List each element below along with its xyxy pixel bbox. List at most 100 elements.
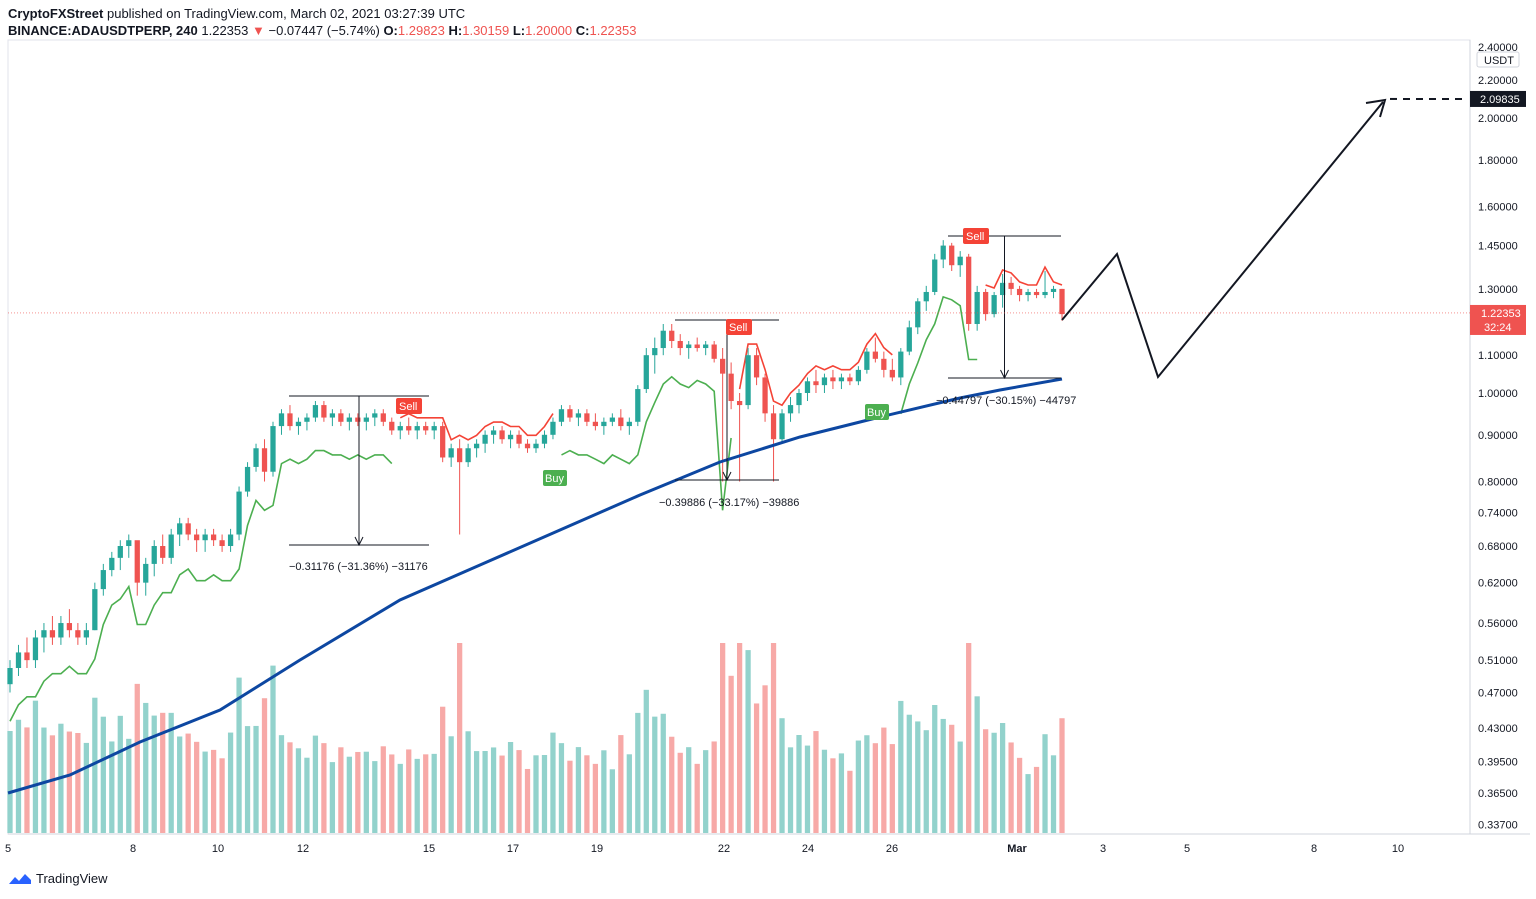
candle-body xyxy=(482,434,488,444)
publish-text: published on TradingView.com, March 02, … xyxy=(106,6,466,21)
candle-body xyxy=(618,417,624,427)
candle-body xyxy=(32,637,39,661)
candle xyxy=(423,421,429,435)
volume-bar xyxy=(762,685,768,833)
candle xyxy=(219,534,225,552)
candle-body xyxy=(524,443,531,449)
currency-label: USDT xyxy=(1484,55,1514,67)
candle xyxy=(380,409,386,427)
candle-body xyxy=(1059,288,1065,315)
candle xyxy=(185,517,191,541)
candle-body xyxy=(753,355,760,378)
candle-body xyxy=(7,668,13,685)
candle-body xyxy=(219,540,225,547)
candle-body xyxy=(440,426,446,458)
candle xyxy=(168,528,174,564)
volume-bar xyxy=(1033,766,1040,833)
candle-body xyxy=(669,330,675,342)
x-tick-label: 26 xyxy=(886,843,898,855)
volume-bar xyxy=(779,718,785,833)
volume-bar xyxy=(1008,742,1014,833)
candle xyxy=(346,413,352,431)
candle-body xyxy=(329,413,336,418)
candle xyxy=(898,348,904,386)
volume-bar xyxy=(355,751,361,833)
last-price-badge xyxy=(1470,304,1526,335)
candle-body xyxy=(423,426,429,431)
volume-bar xyxy=(550,732,556,833)
signal-badge xyxy=(963,228,989,244)
volume-bar xyxy=(321,743,327,833)
candle-body xyxy=(677,341,683,349)
candle-body xyxy=(974,291,980,324)
volume-bar xyxy=(109,741,115,833)
y-tick-label: 1.30000 xyxy=(1478,284,1518,296)
volume-bar xyxy=(932,705,938,833)
publisher-name: CryptoFXStreet xyxy=(8,6,104,21)
publish-line: CryptoFXStreet published on TradingView.… xyxy=(8,6,465,21)
currency-badge xyxy=(1476,51,1520,68)
candle-body xyxy=(143,563,149,583)
candle-body xyxy=(134,540,140,583)
volume-bar xyxy=(669,736,675,833)
candle-body xyxy=(592,421,599,427)
candle xyxy=(92,582,98,631)
candle xyxy=(126,534,132,558)
candle xyxy=(974,285,980,331)
candle-body xyxy=(92,589,98,631)
volume-bar xyxy=(864,735,870,833)
measure-label: −0.39886 (−33.17%) −39886 xyxy=(659,497,799,509)
volume-bar xyxy=(304,757,310,833)
candle xyxy=(49,616,56,645)
candle-body xyxy=(813,381,819,386)
candle-body xyxy=(363,417,369,422)
volume-bar xyxy=(270,665,276,833)
volume-bar xyxy=(533,755,539,833)
candle-body xyxy=(601,421,607,427)
y-tick-label: 1.80000 xyxy=(1478,155,1518,167)
last-price-label: 1.22353 xyxy=(1481,308,1521,320)
candle xyxy=(1025,288,1031,302)
down-arrow-icon: ▼ xyxy=(252,23,265,38)
candle xyxy=(813,369,819,393)
candle xyxy=(134,540,140,596)
volume-bar xyxy=(966,643,972,833)
volume-bar xyxy=(881,727,887,833)
volume-bar xyxy=(567,760,573,833)
high-label: H: xyxy=(448,23,463,38)
candle-body xyxy=(949,245,955,266)
y-tick-label: 0.51000 xyxy=(1478,655,1518,667)
volume-bar xyxy=(312,735,319,833)
candle xyxy=(448,443,454,467)
candle-body xyxy=(177,523,183,535)
volume-bar xyxy=(244,726,251,833)
candle xyxy=(753,348,760,386)
tradingview-logo[interactable]: TradingView xyxy=(8,871,108,886)
volume-bar xyxy=(1050,755,1057,833)
x-tick-label: 8 xyxy=(130,843,136,855)
candle xyxy=(940,240,946,269)
candle-body xyxy=(626,421,632,427)
candle-body xyxy=(49,630,56,638)
volume-bar xyxy=(41,727,47,833)
volume-bar xyxy=(889,744,895,833)
volume-bar xyxy=(143,702,149,833)
candle xyxy=(711,341,717,363)
last-price: 1.22353 xyxy=(201,23,249,38)
candle xyxy=(117,540,123,571)
target-price-badge xyxy=(1470,90,1526,107)
volume-bar xyxy=(736,643,743,833)
y-tick-label: 2.20000 xyxy=(1478,75,1518,87)
y-tick-label: 1.10000 xyxy=(1478,350,1518,362)
volume-bar xyxy=(431,753,437,833)
x-tick-label: 3 xyxy=(1100,843,1106,855)
volume-bar xyxy=(346,756,352,833)
candle xyxy=(660,323,666,356)
candle xyxy=(1016,285,1023,302)
candle-body xyxy=(507,434,514,440)
candle xyxy=(270,421,276,477)
x-tick-label: 22 xyxy=(718,843,730,855)
candle xyxy=(609,413,615,427)
candle-body xyxy=(117,546,123,558)
